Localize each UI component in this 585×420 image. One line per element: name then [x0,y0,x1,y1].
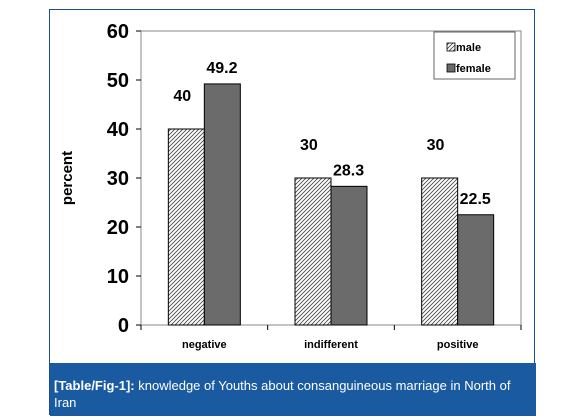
y-tick-label: 50 [107,70,129,92]
x-category-label: negative [182,339,227,351]
bar-female-indifferent [330,185,368,326]
legend-label-female: female [456,63,491,75]
x-category-label: indifferent [304,339,358,351]
bar-male-indifferent [294,177,332,326]
y-axis-label: percent [59,151,76,205]
legend-swatch-male [446,42,456,52]
y-tick-label: 20 [107,217,129,239]
bar-male-positive [421,177,459,326]
y-tick-label: 40 [107,119,129,141]
data-label-female-positive: 22.5 [460,191,491,208]
data-label-female-negative: 49.2 [206,60,237,77]
figure-caption: [Table/Fig-1]: knowledge of Youths about… [50,363,536,416]
y-tick-label: 30 [107,168,129,190]
legend: male female [433,31,516,80]
y-tick-label: 10 [107,266,129,288]
data-label-male-negative: 40 [173,88,191,105]
x-category-label: positive [437,339,479,351]
data-label-male-indifferent: 30 [300,137,318,154]
data-label-male-positive: 30 [427,137,445,154]
bar-chart: 0 10 20 30 40 50 60 negative indifferent positive… [59,21,522,351]
bar-male-negative [167,128,205,326]
caption-text: knowledge of Youths about consanguineous… [54,378,511,410]
bar-female-positive [457,214,495,326]
y-tick-label: 0 [118,315,129,337]
bar-female-negative [203,83,241,326]
figure-panel: 0 10 20 30 40 50 60 negative indifferent positive… [49,9,536,416]
data-label-female-indifferent: 28.3 [333,162,364,179]
legend-label-male: male [456,42,481,54]
y-tick-label: 60 [107,21,129,43]
caption-ref: [Table/Fig-1]: [54,378,135,393]
legend-swatch-female [446,63,456,73]
